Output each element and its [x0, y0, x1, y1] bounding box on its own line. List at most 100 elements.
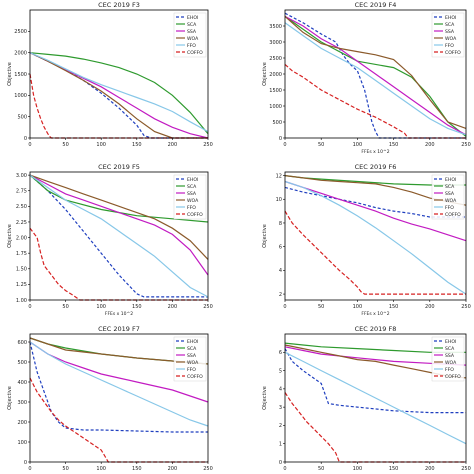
chart-title: CEC 2019 F8	[355, 325, 397, 333]
x-tick-label: 150	[132, 304, 142, 310]
y-tick-label: 2.00	[16, 235, 27, 241]
x-tick-label: 200	[168, 142, 178, 148]
x-tick-label: 150	[389, 142, 399, 148]
legend-entry: SSA	[445, 29, 455, 35]
legend-entry: COFFO	[187, 50, 203, 56]
legend-entry: SCA	[187, 184, 197, 190]
series-line-woa	[29, 52, 208, 139]
legend-entry: WOA	[187, 36, 199, 42]
x-tick-label: 50	[62, 466, 68, 472]
x-tick-label: 200	[425, 304, 435, 310]
plot-frame	[29, 171, 209, 301]
chart-title: CEC 2019 F4	[355, 1, 397, 9]
x-tick-label: 200	[168, 466, 178, 472]
legend-entry: EHOI	[187, 339, 198, 345]
y-tick-label: 1.50	[16, 267, 27, 273]
x-tick-label: 150	[389, 304, 399, 310]
series-line-coffo	[284, 210, 466, 295]
chart-panel-2: CEC 2019 F40 50 100 150 200 25005001000150020…	[262, 1, 471, 155]
y-tick-label: 1.75	[16, 251, 27, 257]
y-tick-label: 0	[24, 460, 27, 466]
y-tick-label: 5	[279, 368, 282, 374]
legend-entry: WOA	[187, 198, 199, 204]
y-tick-label: 10	[276, 197, 282, 203]
y-axis-label: Objective	[7, 224, 13, 248]
x-tick-label: 250	[203, 466, 213, 472]
chart-panel-6: CEC 2019 F8 0 50 100 150 200 250 0 1 2 3 4 5 6 Objecti…	[262, 325, 471, 472]
plot-frame	[284, 171, 467, 301]
legend-entry: SCA	[445, 184, 455, 190]
y-tick-label: 500	[272, 120, 282, 126]
legend-entry: SCA	[187, 346, 197, 352]
series-line-coffo	[29, 73, 208, 139]
legend-box	[173, 174, 207, 220]
legend-entry: WOA	[445, 360, 457, 366]
series-line-ssa	[284, 180, 467, 242]
x-tick-label: 100	[96, 466, 106, 472]
x-tick-label: 150	[132, 466, 142, 472]
y-tick-label: 1.25	[16, 282, 27, 288]
legend-box	[431, 336, 465, 382]
y-tick-label: 300	[17, 400, 27, 406]
x-tick-label: 250	[203, 304, 213, 310]
y-tick-label: 2500	[269, 56, 282, 62]
series-line-coffo	[29, 377, 208, 463]
legend-box	[431, 174, 465, 220]
y-tick-label: 4	[279, 268, 282, 274]
y-tick-label: 2000	[269, 72, 282, 78]
legend-entry: FFO	[445, 367, 454, 373]
legend-entry: FFO	[187, 43, 196, 49]
legend-entry: FFO	[445, 205, 454, 211]
y-tick-label: 8	[279, 221, 282, 227]
y-tick-label: 2000	[14, 50, 27, 56]
series-line-ssa	[284, 15, 467, 136]
y-tick-label: 2.25	[16, 220, 27, 226]
plot-frame	[29, 333, 209, 463]
legend-entry: SSA	[445, 353, 455, 359]
x-tick-label: 100	[353, 304, 363, 310]
x-tick-label: 0	[283, 142, 286, 148]
series-line-sca	[29, 52, 209, 135]
plot-frame	[284, 333, 467, 463]
y-tick-label: 500	[17, 360, 27, 366]
y-tick-label: 0	[279, 136, 282, 142]
legend-entry: FFO	[445, 43, 454, 49]
legend-entry: EHOI	[187, 177, 198, 183]
y-axis-label: Objective	[262, 386, 268, 410]
x-tick-label: 250	[461, 304, 471, 310]
y-tick-label: 0	[279, 460, 282, 466]
y-tick-label: 600	[17, 340, 27, 346]
y-tick-label: 1000	[269, 104, 282, 110]
series-line-woa	[29, 337, 209, 365]
series-line-ehoi	[284, 348, 466, 414]
x-tick-label: 100	[96, 142, 106, 148]
legend-entry: EHOI	[445, 339, 456, 345]
y-tick-label: 0	[24, 136, 27, 142]
series-line-sca	[29, 174, 209, 223]
legend-entry: EHOI	[445, 15, 456, 21]
legend-box	[431, 12, 465, 58]
y-tick-label: 3	[279, 405, 282, 411]
x-tick-label: 50	[62, 304, 68, 310]
series-line-ssa	[29, 341, 209, 403]
legend-entry: WOA	[445, 198, 457, 204]
y-axis-label: Objective	[262, 224, 268, 248]
x-tick-label: 0	[28, 466, 31, 472]
chart-title: CEC 2019 F5	[98, 163, 140, 171]
series-line-ehoi	[29, 174, 208, 298]
x-tick-label: 0	[28, 304, 31, 310]
y-tick-label: 2.75	[16, 189, 27, 195]
legend-entry: COFFO	[445, 374, 461, 380]
x-axis-label: FFEs x 10^2	[361, 311, 389, 317]
chart-panel-3: CEC 2019 F5 0 50 100 150 200 250 1.00 1.25 1.50 1.…	[7, 163, 213, 317]
y-tick-label: 100	[17, 440, 27, 446]
series-line-ehoi	[284, 186, 466, 218]
y-tick-label: 3500	[269, 24, 282, 30]
legend-entry: COFFO	[187, 212, 203, 218]
y-tick-label: 2.50	[16, 204, 27, 210]
